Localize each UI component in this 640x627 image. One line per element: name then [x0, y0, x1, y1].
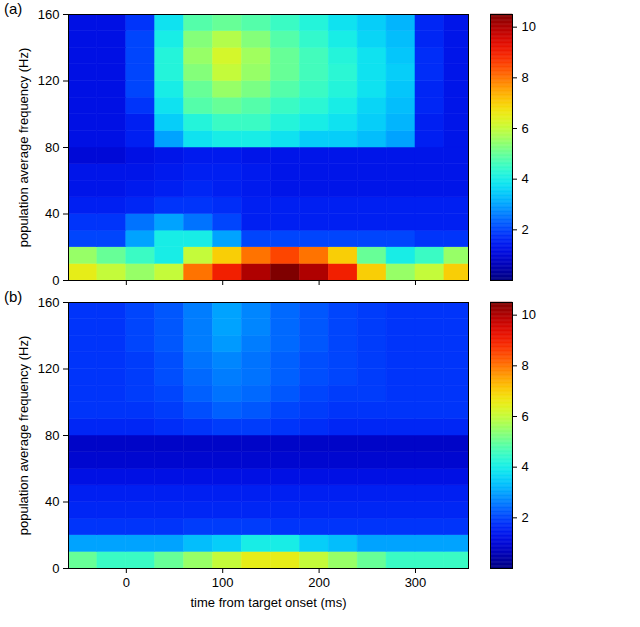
svg-text:8: 8	[522, 70, 529, 85]
svg-text:2: 2	[522, 510, 529, 525]
svg-text:10: 10	[522, 19, 536, 34]
svg-text:160: 160	[38, 295, 60, 310]
svg-text:0: 0	[123, 575, 130, 590]
svg-text:6: 6	[522, 409, 529, 424]
svg-text:100: 100	[212, 575, 234, 590]
svg-text:time from target onset (ms): time from target onset (ms)	[190, 595, 346, 610]
html-text:(a): (a)	[4, 0, 23, 17]
svg-text:0: 0	[52, 561, 59, 576]
svg-text:120: 120	[38, 361, 60, 376]
svg-text:2: 2	[522, 222, 529, 237]
svg-text:80: 80	[45, 140, 59, 155]
svg-text:population average frequency (: population average frequency (Hz)	[16, 48, 31, 247]
svg-text:10: 10	[522, 307, 536, 322]
svg-text:160: 160	[38, 7, 60, 22]
html-text:(b): (b)	[4, 288, 23, 305]
svg-text:80: 80	[45, 428, 59, 443]
svg-text:200: 200	[308, 575, 330, 590]
svg-text:120: 120	[38, 73, 60, 88]
svg-text:4: 4	[522, 171, 529, 186]
svg-text:population average frequency (: population average frequency (Hz)	[16, 336, 31, 535]
svg-text:6: 6	[522, 121, 529, 136]
svg-text:8: 8	[522, 358, 529, 373]
svg-text:300: 300	[405, 575, 427, 590]
svg-text:0: 0	[52, 273, 59, 288]
svg-text:4: 4	[522, 459, 529, 474]
svg-text:40: 40	[45, 206, 59, 221]
svg-text:40: 40	[45, 494, 59, 509]
